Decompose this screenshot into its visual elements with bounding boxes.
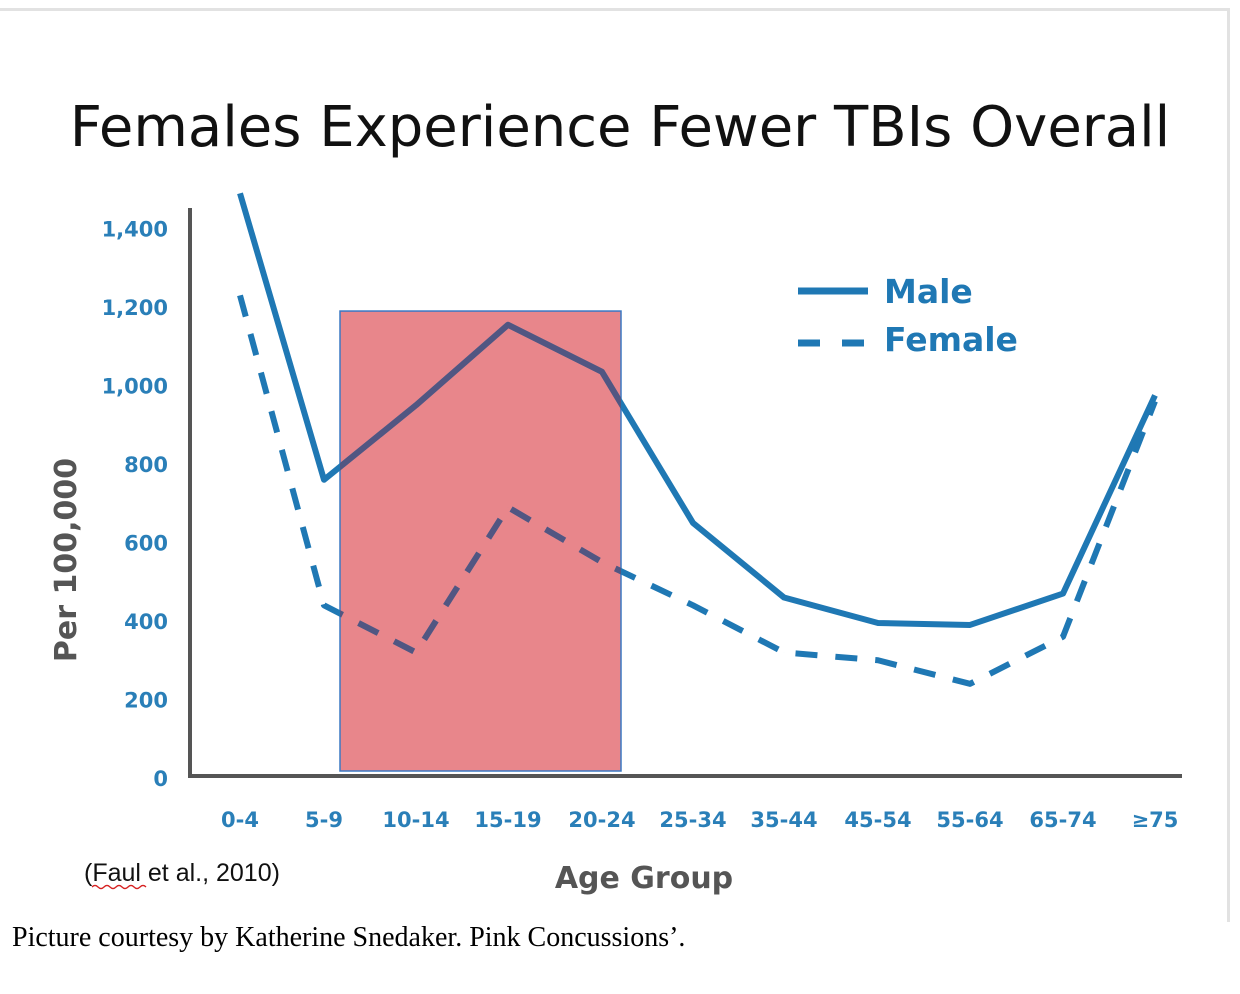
- y-tick-label: 0: [153, 767, 168, 791]
- x-tick-label: 5-9: [305, 808, 343, 832]
- x-tick-label: 10-14: [382, 808, 449, 832]
- y-axis-title: Per 100,000: [49, 458, 84, 662]
- figure-caption: Picture courtesy by Katherine Snedaker. …: [12, 922, 686, 953]
- x-axis-title: Age Group: [555, 861, 733, 896]
- x-tick-label: 45-54: [844, 808, 911, 832]
- y-tick-label: 200: [124, 689, 168, 713]
- y-tick-label: 400: [124, 610, 168, 634]
- legend: Male Female: [798, 272, 1018, 359]
- legend-label-female: Female: [884, 320, 1018, 359]
- y-tick-label: 800: [124, 453, 168, 477]
- y-tick-label: 600: [124, 532, 168, 556]
- chart-title: Females Experience Fewer TBIs Overall: [70, 95, 1170, 160]
- y-tick-labels: 0 200 400 600 800 1,000 1,200 1,400: [102, 218, 168, 791]
- y-tick-label: 1,200: [102, 296, 168, 320]
- x-tick-labels: 0-4 5-9 10-14 15-19 20-24 25-34 35-44 45-54 55-6…: [221, 808, 1178, 832]
- source-note: (Faul et al., 2010): [84, 859, 280, 887]
- x-tick-label: 65-74: [1029, 808, 1096, 832]
- series-line-male-in-highlight: [340, 321, 621, 471]
- x-tick-label: 20-24: [568, 808, 635, 832]
- x-tick-label: 55-64: [936, 808, 1003, 832]
- x-tick-label: 15-19: [474, 808, 541, 832]
- x-tick-label: ≥75: [1132, 808, 1179, 832]
- series-layer: [237, 192, 1158, 687]
- legend-label-male: Male: [884, 272, 973, 311]
- spellcheck-underline: [91, 884, 147, 890]
- y-tick-label: 1,400: [102, 218, 168, 242]
- y-tick-label: 1,000: [102, 375, 168, 399]
- x-tick-label: 35-44: [750, 808, 817, 832]
- x-tick-label: 0-4: [221, 808, 259, 832]
- x-tick-label: 25-34: [659, 808, 726, 832]
- highlight-region: [339, 310, 622, 772]
